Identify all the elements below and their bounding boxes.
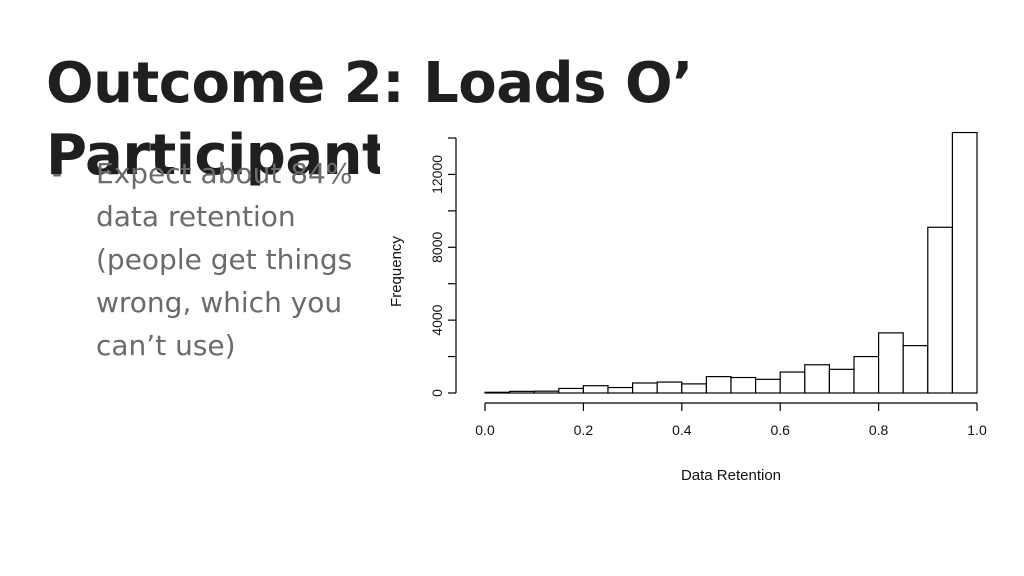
histogram-bar — [779, 371, 806, 394]
histogram-bar — [878, 332, 904, 394]
x-tick-label: 0.2 — [574, 422, 594, 438]
x-axis-title: Data Retention — [681, 467, 781, 484]
y-tick-label: 0 — [429, 389, 445, 397]
slide-title: Outcome 2: Loads O’ Participants — [46, 48, 746, 192]
slide-title-line-2: Participants — [46, 123, 422, 188]
histogram-bar — [730, 376, 757, 394]
bullet-item: - Expect about 84% data retention (peopl… — [52, 152, 372, 367]
x-tick-label: 0.8 — [869, 422, 889, 438]
histogram-bar — [828, 368, 855, 394]
y-axis-title: Frequency — [388, 236, 405, 307]
histogram-bar — [755, 378, 781, 394]
histogram-svg: 0.0 0.2 0.4 0.6 0.8 1.0 0 4000 8000 12000 Data Ret… — [388, 131, 987, 484]
y-tick-label: 4000 — [429, 304, 445, 335]
histogram-bar — [927, 226, 953, 394]
histogram-bar — [582, 385, 609, 394]
histogram-bar — [533, 390, 560, 394]
histogram-bar — [509, 390, 535, 394]
histogram-bar — [681, 383, 707, 394]
histogram-bar — [484, 391, 511, 394]
histogram-bar — [607, 386, 634, 394]
bullet-list: - Expect about 84% data retention (peopl… — [52, 152, 372, 367]
histogram-bar — [804, 364, 830, 394]
histogram-bar — [705, 376, 732, 394]
x-tick-label: 0.6 — [770, 422, 790, 438]
x-tick-label: 1.0 — [967, 422, 987, 438]
bullet-marker: - — [52, 157, 63, 190]
histogram-bar — [853, 355, 880, 394]
histogram-chart: 0.0 0.2 0.4 0.6 0.8 1.0 0 4000 8000 12000 Data Ret… — [380, 130, 1000, 500]
histogram-bar — [558, 387, 585, 394]
slide-title-line-1: Outcome 2: Loads O’ — [46, 51, 693, 116]
histogram-bar — [656, 381, 683, 394]
bullet-text: Expect about 84% data retention (people … — [96, 157, 353, 362]
y-tick-label: 12000 — [429, 155, 445, 194]
x-tick-label: 0.0 — [475, 422, 495, 438]
y-tick-label: 8000 — [429, 232, 445, 263]
x-tick-label: 0.4 — [672, 422, 692, 438]
histogram-bar — [902, 345, 929, 394]
histogram-bar — [951, 131, 978, 394]
histogram-bar — [632, 382, 658, 394]
